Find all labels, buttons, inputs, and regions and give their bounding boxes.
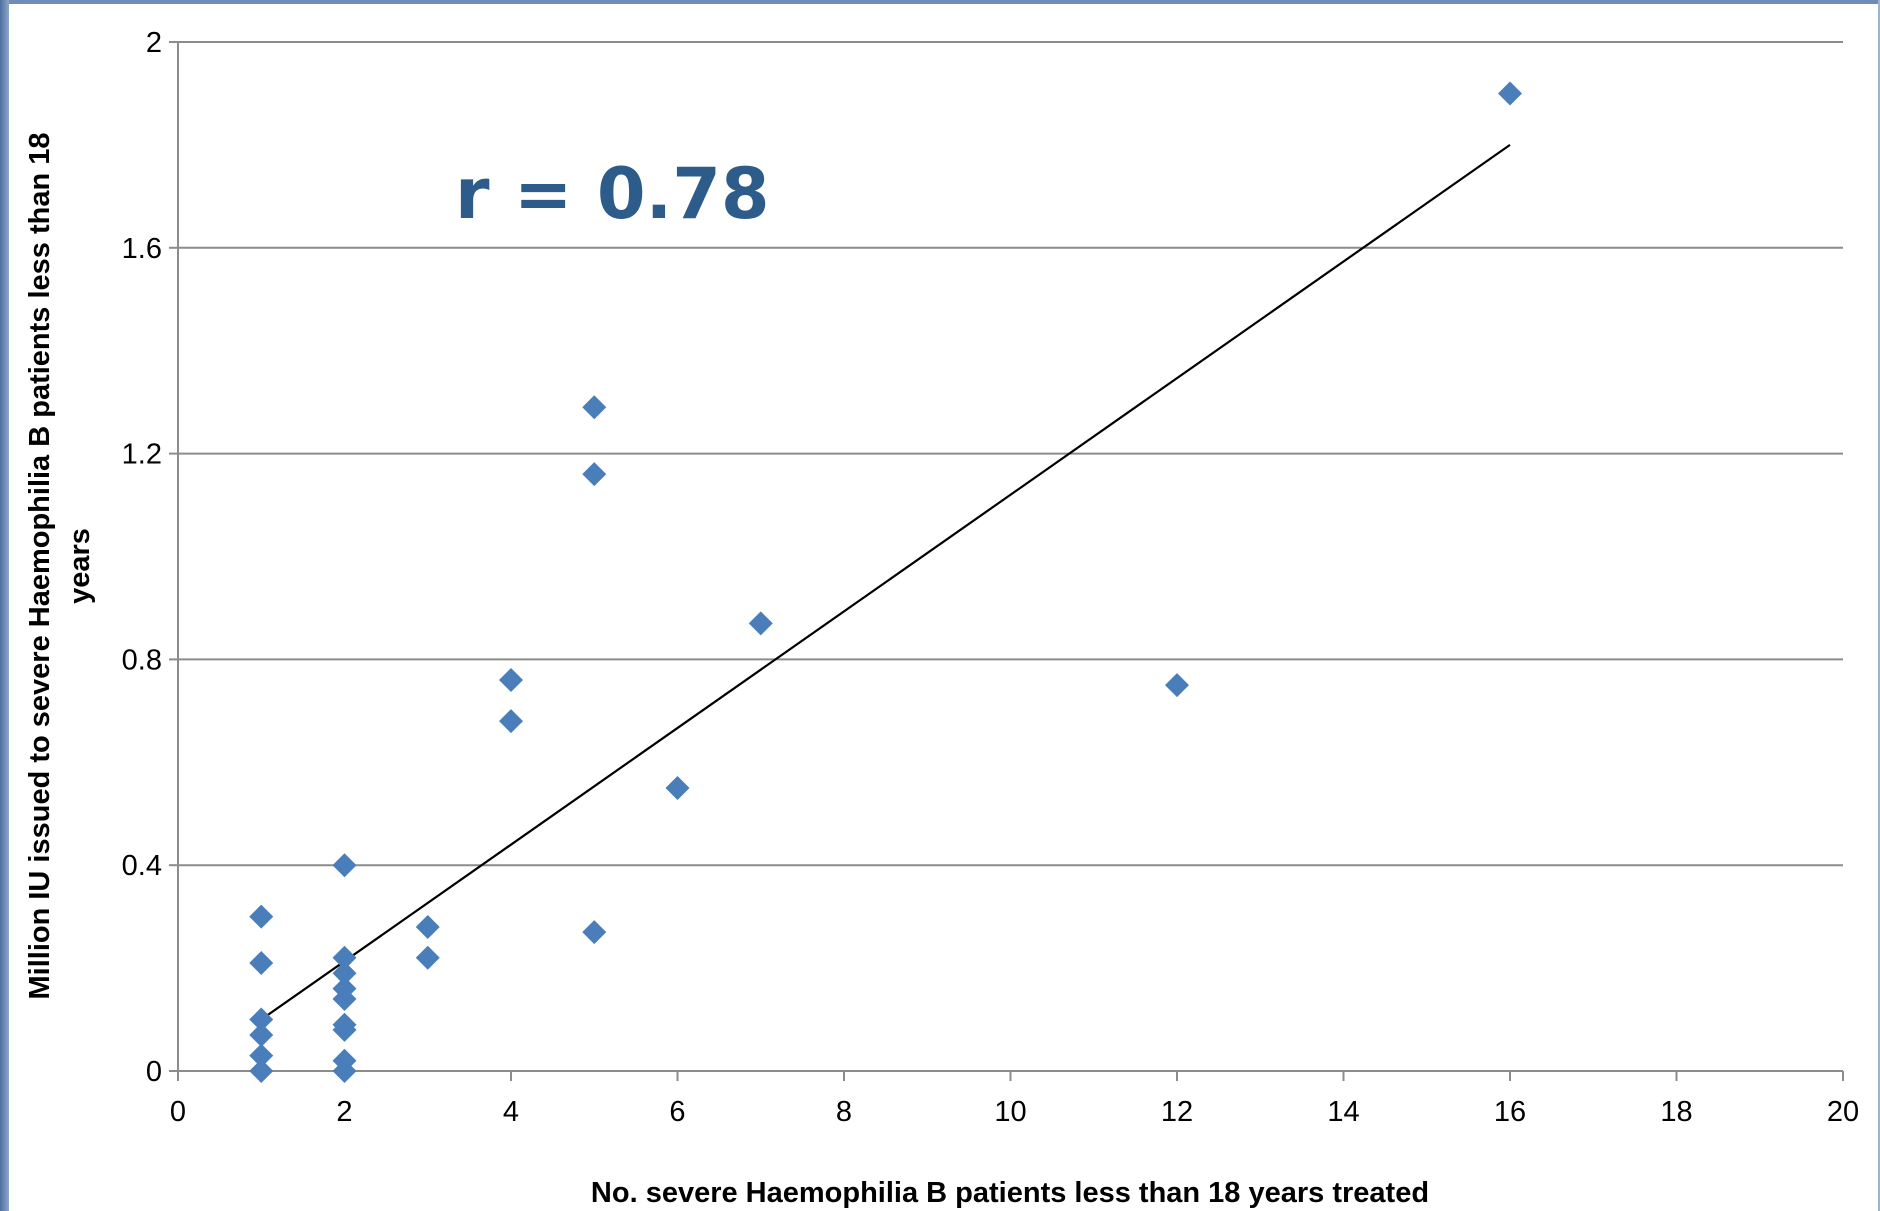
data-point <box>249 1022 274 1047</box>
tick-labels: 00.40.81.21.620 2 4 6 8 10 12 14 16 18 20 <box>122 27 1859 1128</box>
data-point <box>582 920 607 945</box>
data-point <box>415 914 440 939</box>
data-point <box>249 1043 274 1068</box>
slide-right-edge <box>1878 0 1880 1211</box>
data-point <box>249 904 274 929</box>
y-tick-label: 0.8 <box>122 644 162 676</box>
x-tick-label: 16 <box>1494 1096 1526 1128</box>
data-point <box>249 1007 274 1032</box>
data-point <box>582 462 607 487</box>
data-point <box>332 961 357 986</box>
correlation-annotation: r = 0.78 <box>455 153 770 235</box>
x-tick-label: 4 <box>503 1096 519 1128</box>
x-axis-title: No. severe Haemophilia B patients less t… <box>591 1177 1429 1209</box>
x-tick-label: 6 <box>669 1096 685 1128</box>
data-point <box>332 945 357 970</box>
gridlines <box>178 41 1843 867</box>
slide-left-edge <box>0 0 9 1211</box>
x-tick-label: 10 <box>994 1096 1026 1128</box>
x-tick-label: 8 <box>836 1096 852 1128</box>
x-tick-label: 20 <box>1827 1096 1859 1128</box>
data-point <box>332 1017 357 1042</box>
data-point <box>249 950 274 975</box>
y-tick-label: 1.6 <box>122 233 162 265</box>
data-point <box>582 395 607 420</box>
y-axis-title-line1: Million IU issued to severe Haemophilia … <box>24 132 56 999</box>
axes <box>169 41 1844 1081</box>
slide-top-edge <box>0 0 1880 4</box>
data-point <box>1165 673 1189 698</box>
x-tick-label: 18 <box>1660 1096 1692 1128</box>
data-point <box>332 986 357 1011</box>
y-tick-label: 2 <box>146 27 162 59</box>
x-tick-label: 2 <box>336 1096 352 1128</box>
y-axis-title-line2: years <box>64 528 96 604</box>
data-point <box>332 853 357 878</box>
data-point <box>499 709 523 734</box>
data-point <box>1498 81 1522 106</box>
data-point <box>332 1059 357 1083</box>
trendline <box>260 143 1511 1021</box>
data-point <box>748 611 773 636</box>
data-points <box>249 81 1522 1083</box>
y-tick-label: 1.2 <box>122 439 162 471</box>
x-tick-label: 12 <box>1161 1096 1193 1128</box>
data-point <box>249 1059 274 1083</box>
x-tick-label: 14 <box>1327 1096 1359 1128</box>
data-point <box>415 945 440 970</box>
data-point <box>499 667 523 692</box>
y-tick-label: 0 <box>146 1056 162 1088</box>
x-tick-label: 0 <box>170 1096 186 1128</box>
y-tick-label: 0.4 <box>122 850 162 882</box>
data-point <box>665 776 690 801</box>
